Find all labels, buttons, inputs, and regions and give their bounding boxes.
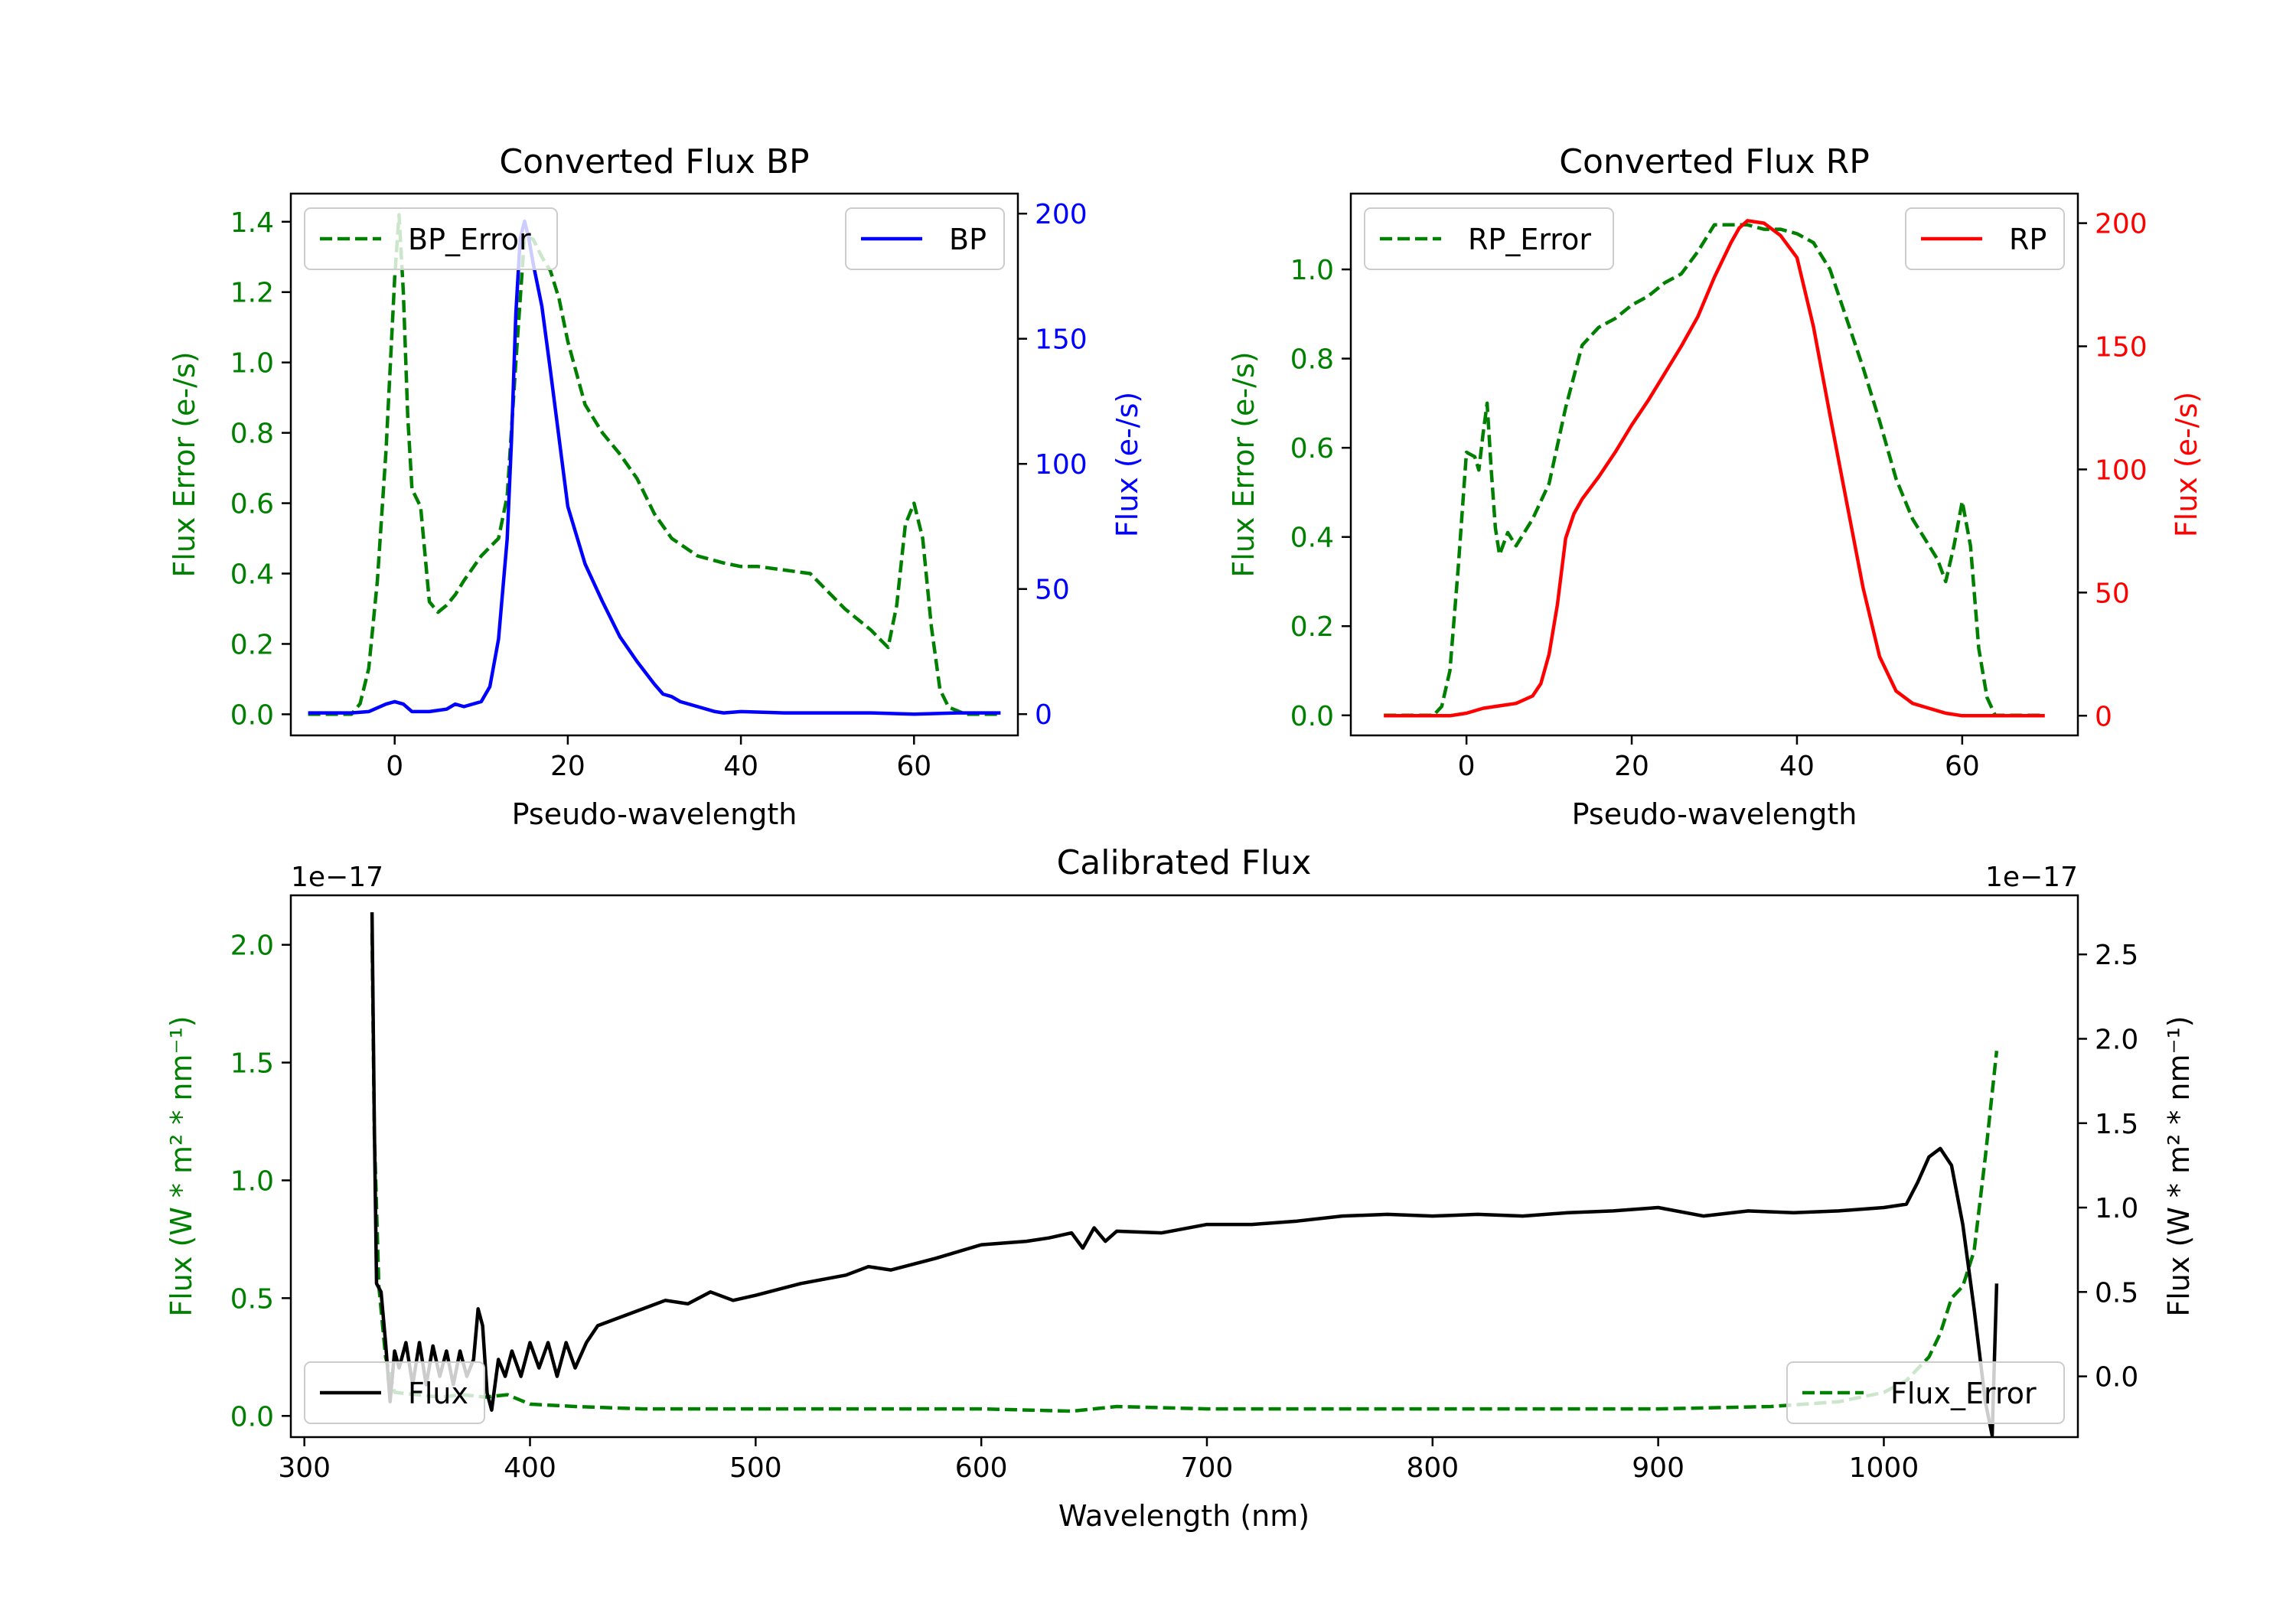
rp-title: Converted Flux RP	[1559, 142, 1870, 181]
rp-panel: Converted Flux RP 0 20 40 60 0.0 0.2 0.4 0.6 0.8…	[1227, 142, 2203, 831]
bp-right-y-tick-label: 150	[1035, 324, 1088, 356]
bp-left-y-tick-label: 1.0	[230, 348, 274, 380]
rp-x-tick-label: 20	[1614, 751, 1649, 782]
calibrated-x-tick-label: 1000	[1849, 1452, 1919, 1484]
calibrated-x-tick-label: 400	[504, 1452, 556, 1484]
calibrated-right-axis-label: Flux (W * m² * nm⁻¹)	[2162, 1015, 2196, 1316]
calibrated-right-y-tick-label: 1.0	[2095, 1193, 2138, 1224]
calibrated-left-y-tick-label: 2.0	[230, 931, 274, 962]
rp-right-y-tick-label: 100	[2095, 455, 2148, 486]
bp-series-bp-line	[308, 219, 1001, 716]
rp-legend-right-box	[1905, 207, 2065, 270]
calibrated-right-y-tick-label: 2.5	[2095, 940, 2138, 971]
bp-legend-left: BP_Error	[304, 207, 558, 270]
calibrated-panel: Calibrated Flux 1e−17 1e−17 300 400 500 600…	[165, 843, 2196, 1533]
bp-left-y-tick-label: 0.4	[230, 559, 274, 591]
bp-panel: Converted Flux BP 0 20 40 60 0.0 0.2 0.4 0.6 0.8…	[168, 142, 1144, 831]
rp-right-y-tick-label: 0	[2095, 701, 2112, 732]
calibrated-x-tick-label: 800	[1406, 1452, 1459, 1484]
calibrated-legend-right-label: Flux_Error	[1890, 1377, 2037, 1410]
rp-series-rp-line	[1384, 219, 2045, 718]
calibrated-right-y-tick-label: 2.0	[2095, 1024, 2138, 1055]
bp-legend-right: BP	[845, 207, 1005, 270]
rp-legend-left-label: RP_Error	[1468, 223, 1591, 256]
calibrated-title: Calibrated Flux	[1057, 843, 1312, 882]
calibrated-right-y-tick-label: 1.5	[2095, 1109, 2138, 1140]
calibrated-x-tick-label: 900	[1632, 1452, 1684, 1484]
rp-x-tick-label: 40	[1779, 751, 1815, 782]
calibrated-x-tick-label: 500	[729, 1452, 782, 1484]
rp-legend-right: RP	[1905, 207, 2065, 270]
bp-legend-left-label: BP_Error	[408, 223, 531, 256]
calibrated-left-axis-label: Flux (W * m² * nm⁻¹)	[165, 1015, 198, 1316]
calibrated-left-y-tick-label: 1.0	[230, 1165, 274, 1197]
rp-legend-left: RP_Error	[1364, 207, 1614, 270]
bp-x-tick-label: 60	[896, 751, 931, 782]
calibrated-axes-frame	[289, 894, 2079, 1439]
calibrated-legend-left: Flux	[304, 1361, 485, 1424]
rp-left-y-tick-label: 0.0	[1290, 701, 1334, 732]
bp-left-y-tick-label: 0.8	[230, 419, 274, 450]
rp-x-tick-label: 0	[1458, 751, 1476, 782]
calibrated-legend-right-box	[1786, 1361, 2065, 1424]
rp-left-y-tick-label: 0.2	[1290, 611, 1334, 643]
bp-right-y-tick-label: 100	[1035, 449, 1088, 481]
calibrated-x-tick-label: 300	[278, 1452, 331, 1484]
bp-right-y-tick-label: 200	[1035, 199, 1088, 230]
bp-x-tick-label: 20	[550, 751, 585, 782]
rp-x-tick-label: 60	[1945, 751, 1980, 782]
rp-series-rp-error-line	[1384, 223, 2045, 718]
rp-left-y-tick-label: 0.4	[1290, 523, 1334, 554]
rp-left-y-tick-label: 0.6	[1290, 433, 1334, 464]
rp-right-y-tick-label: 150	[2095, 332, 2148, 363]
rp-left-y-tick-label: 0.8	[1290, 344, 1334, 376]
bp-x-axis-label: Pseudo-wavelength	[512, 797, 797, 831]
bp-x-tick-label: 0	[386, 751, 403, 782]
bp-left-y-tick-label: 1.4	[230, 207, 274, 239]
calibrated-legend-left-box	[304, 1361, 485, 1424]
rp-right-axis-label: Flux (e-/s)	[2170, 392, 2203, 537]
calibrated-left-y-tick-label: 0.5	[230, 1283, 274, 1315]
bp-series-bp-error-line	[308, 213, 1001, 716]
rp-legend-right-label: RP	[2009, 223, 2047, 256]
rp-right-y-tick-label: 50	[2095, 578, 2130, 609]
bp-left-axis-label: Flux Error (e-/s)	[168, 351, 201, 577]
calibrated-x-tick-label: 700	[1181, 1452, 1234, 1484]
bp-legend-left-box	[304, 207, 558, 270]
calibrated-left-offset-text: 1e−17	[291, 862, 383, 893]
calibrated-right-offset-text: 1e−17	[1985, 862, 2078, 893]
bp-right-y-tick-label: 0	[1035, 699, 1052, 731]
bp-legend-right-box	[845, 207, 1005, 270]
bp-left-y-tick-label: 0.0	[230, 699, 274, 731]
bp-left-y-tick-label: 0.2	[230, 629, 274, 660]
bp-right-axis-label: Flux (e-/s)	[1110, 392, 1144, 537]
calibrated-legend-right: Flux_Error	[1786, 1361, 2065, 1424]
bp-legend-right-label: BP	[949, 223, 987, 256]
calibrated-left-y-tick-label: 0.0	[230, 1401, 274, 1433]
calibrated-x-axis-label: Wavelength (nm)	[1058, 1499, 1309, 1533]
rp-legend-left-box	[1364, 207, 1614, 270]
bp-left-y-tick-label: 0.6	[230, 489, 274, 520]
bp-right-y-tick-label: 50	[1035, 575, 1070, 606]
calibrated-left-y-tick-label: 1.5	[230, 1048, 274, 1080]
rp-right-y-tick-label: 200	[2095, 209, 2148, 240]
rp-x-axis-label: Pseudo-wavelength	[1572, 797, 1857, 831]
calibrated-x-tick-label: 600	[955, 1452, 1008, 1484]
calibrated-legend-left-label: Flux	[408, 1377, 468, 1410]
calibrated-right-y-tick-label: 0.0	[2095, 1362, 2138, 1393]
rp-left-axis-label: Flux Error (e-/s)	[1227, 351, 1261, 577]
bp-x-tick-label: 40	[723, 751, 758, 782]
rp-left-y-tick-label: 1.0	[1290, 255, 1334, 286]
bp-left-y-tick-label: 1.2	[230, 278, 274, 309]
bp-title: Converted Flux BP	[499, 142, 809, 181]
rp-axes-frame	[1349, 192, 2079, 737]
calibrated-right-y-tick-label: 0.5	[2095, 1277, 2138, 1309]
